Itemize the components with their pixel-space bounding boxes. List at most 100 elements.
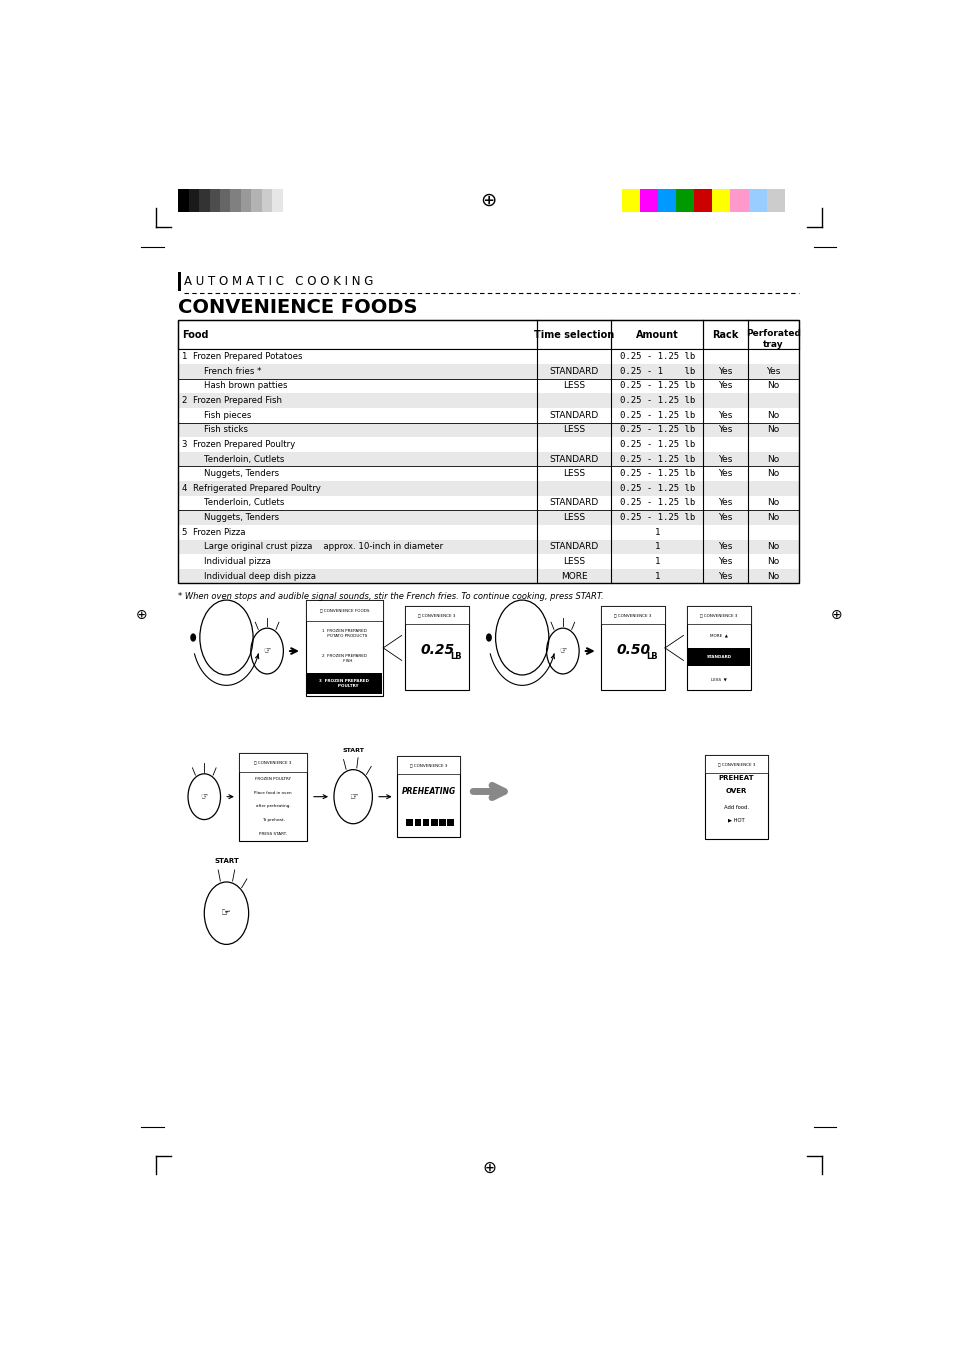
Bar xyxy=(748,189,766,212)
Circle shape xyxy=(485,634,492,642)
Text: ⌛ CONVENIENCE FOODS: ⌛ CONVENIENCE FOODS xyxy=(319,608,369,612)
Bar xyxy=(405,605,469,624)
Text: LESS  ▼: LESS ▼ xyxy=(710,677,726,681)
Text: MORE  ▲: MORE ▲ xyxy=(709,634,727,638)
Text: Yes: Yes xyxy=(718,513,732,521)
Bar xyxy=(178,496,799,511)
Text: START: START xyxy=(342,748,364,754)
Bar xyxy=(621,189,639,212)
Text: Tenderloin, Cutlets: Tenderloin, Cutlets xyxy=(204,499,284,508)
Text: French fries *: French fries * xyxy=(204,367,261,376)
Text: Nuggets, Tenders: Nuggets, Tenders xyxy=(204,469,279,478)
Text: LESS: LESS xyxy=(562,469,584,478)
Text: Individual deep dish pizza: Individual deep dish pizza xyxy=(204,571,316,581)
Text: Yes: Yes xyxy=(718,381,732,390)
Text: 0.25 - 1.25 lb: 0.25 - 1.25 lb xyxy=(618,499,694,508)
Bar xyxy=(600,605,664,690)
Text: Yes: Yes xyxy=(718,571,732,581)
Text: To preheat,: To preheat, xyxy=(261,819,284,823)
Text: ⌛ CONVENIENCE 3: ⌛ CONVENIENCE 3 xyxy=(700,613,737,617)
Text: FROZEN POULTRY: FROZEN POULTRY xyxy=(254,777,291,781)
Text: Yes: Yes xyxy=(718,469,732,478)
Text: Fish sticks: Fish sticks xyxy=(204,426,248,434)
Circle shape xyxy=(190,634,196,642)
Text: ☞: ☞ xyxy=(349,792,357,801)
Bar xyxy=(405,605,469,690)
Bar xyxy=(639,189,658,212)
Bar xyxy=(766,189,783,212)
Text: 4  Refrigerated Prepared Poultry: 4 Refrigerated Prepared Poultry xyxy=(182,484,320,493)
Bar xyxy=(422,819,429,825)
Bar xyxy=(704,755,767,773)
Text: Place food in oven: Place food in oven xyxy=(254,790,292,794)
Text: ⌛ CONVENIENCE 3: ⌛ CONVENIENCE 3 xyxy=(717,762,755,766)
Text: LESS: LESS xyxy=(562,557,584,566)
Bar xyxy=(178,539,799,554)
Text: ⊕: ⊕ xyxy=(135,608,147,621)
Text: 0.50: 0.50 xyxy=(616,643,650,657)
Text: 3  Frozen Prepared Poultry: 3 Frozen Prepared Poultry xyxy=(182,440,295,449)
Bar xyxy=(686,605,750,690)
Text: No: No xyxy=(766,469,779,478)
Text: * When oven stops and audible signal sounds, stir the French fries. To continue : * When oven stops and audible signal sou… xyxy=(178,592,603,601)
Text: 1: 1 xyxy=(654,542,659,551)
Bar xyxy=(178,466,799,481)
Text: ⌛ CONVENIENCE 3: ⌛ CONVENIENCE 3 xyxy=(418,613,456,617)
Bar xyxy=(178,320,799,350)
Bar xyxy=(231,189,241,212)
Text: OVER: OVER xyxy=(725,789,746,794)
Text: 3  FROZEN PREPARED
     POULTRY: 3 FROZEN PREPARED POULTRY xyxy=(319,680,369,688)
Text: No: No xyxy=(766,454,779,463)
Text: Perforated
tray: Perforated tray xyxy=(745,330,801,349)
Text: No: No xyxy=(766,542,779,551)
Text: No: No xyxy=(766,411,779,420)
Bar xyxy=(704,755,767,839)
Text: ⊕: ⊕ xyxy=(481,1159,496,1177)
Text: STANDARD: STANDARD xyxy=(549,542,598,551)
Bar xyxy=(239,753,307,771)
Bar xyxy=(396,757,460,774)
Bar xyxy=(730,189,748,212)
Text: ☞: ☞ xyxy=(263,647,271,655)
Bar xyxy=(282,189,293,212)
Text: after preheating.: after preheating. xyxy=(255,804,291,808)
Text: Large original crust pizza    approx. 10-inch in diameter: Large original crust pizza approx. 10-in… xyxy=(204,542,443,551)
Bar xyxy=(694,189,712,212)
Bar xyxy=(687,648,749,666)
Text: Yes: Yes xyxy=(718,454,732,463)
Bar xyxy=(447,819,454,825)
Text: STANDARD: STANDARD xyxy=(549,499,598,508)
Bar xyxy=(178,273,181,290)
Bar xyxy=(220,189,231,212)
Bar xyxy=(406,819,413,825)
Bar xyxy=(712,189,730,212)
Text: Yes: Yes xyxy=(718,411,732,420)
Bar xyxy=(210,189,220,212)
Bar xyxy=(178,189,189,212)
Text: ☞: ☞ xyxy=(558,647,566,655)
Bar xyxy=(178,423,799,438)
Text: 0.25 - 1.25 lb: 0.25 - 1.25 lb xyxy=(618,484,694,493)
Text: 0.25 - 1.25 lb: 0.25 - 1.25 lb xyxy=(618,469,694,478)
Text: LB: LB xyxy=(450,651,461,661)
Bar xyxy=(178,393,799,408)
Bar xyxy=(178,569,799,584)
Text: STANDARD: STANDARD xyxy=(549,411,598,420)
Text: ☞: ☞ xyxy=(221,908,232,919)
Text: No: No xyxy=(766,426,779,434)
Text: LESS: LESS xyxy=(562,426,584,434)
Text: Nuggets, Tenders: Nuggets, Tenders xyxy=(204,513,279,521)
Bar xyxy=(431,819,437,825)
Bar xyxy=(178,554,799,569)
Text: 0.25 - 1    lb: 0.25 - 1 lb xyxy=(618,367,694,376)
Text: STANDARD: STANDARD xyxy=(549,367,598,376)
Text: LESS: LESS xyxy=(562,381,584,390)
Bar xyxy=(199,189,210,212)
Bar xyxy=(261,189,272,212)
Text: 0.25 - 1.25 lb: 0.25 - 1.25 lb xyxy=(618,513,694,521)
Text: Hash brown patties: Hash brown patties xyxy=(204,381,288,390)
Bar xyxy=(189,189,199,212)
Text: No: No xyxy=(766,381,779,390)
Text: ▶ HOT: ▶ HOT xyxy=(727,817,744,821)
Text: STANDARD: STANDARD xyxy=(549,454,598,463)
